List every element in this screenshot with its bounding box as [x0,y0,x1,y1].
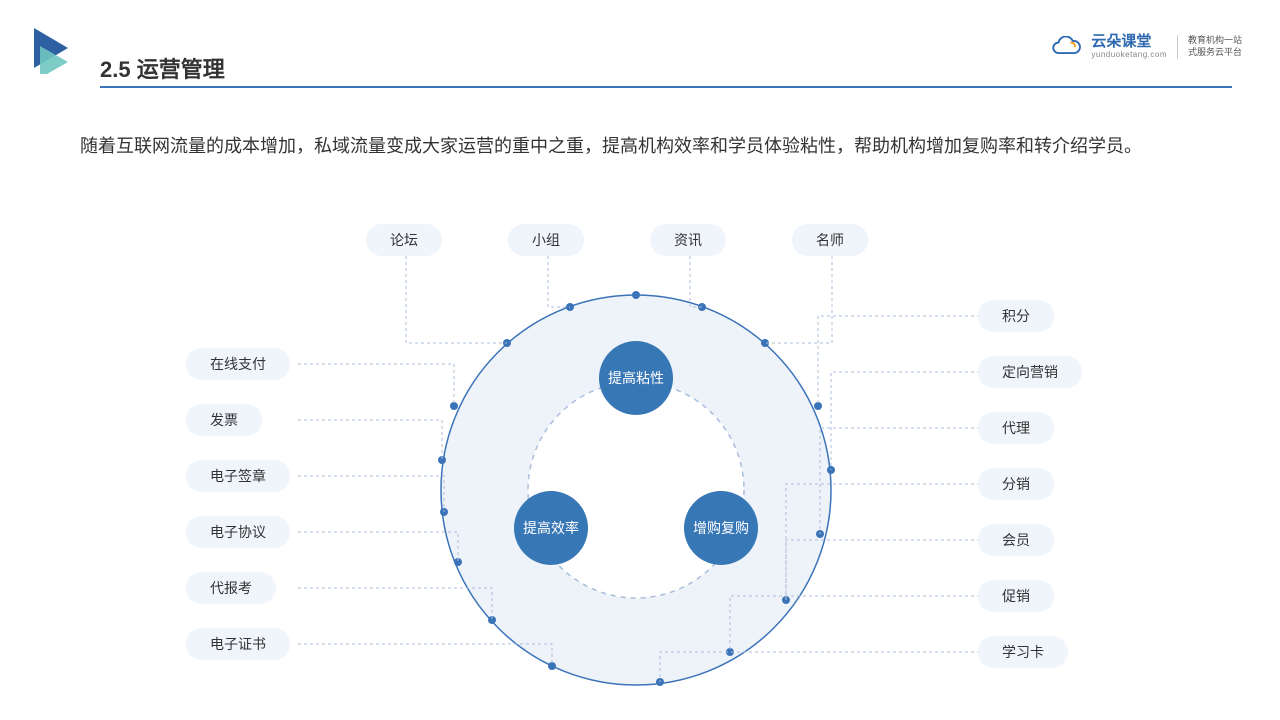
logo-main-text: 云朵课堂 [1091,34,1167,51]
section-title: 2.5 运营管理 [100,52,225,84]
body-paragraph: 随着互联网流量的成本增加，私域流量变成大家运营的重中之重，提高机构效率和学员体验… [80,128,1200,164]
pill-left-0: 在线支付 [186,348,290,380]
logo-side-text: 教育机构一站 式服务云平台 [1188,35,1242,58]
pill-top-3: 名师 [792,224,868,256]
pill-right-4: 会员 [978,524,1054,556]
pill-top-2: 资讯 [650,224,726,256]
pill-left-1: 发票 [186,404,262,436]
brand-logo: 云朵课堂 yunduoketang.com 教育机构一站 式服务云平台 [1051,34,1242,59]
cloud-icon [1051,36,1081,58]
section-title-text: 运营管理 [137,57,225,82]
pill-top-0: 论坛 [366,224,442,256]
pill-right-5: 促销 [978,580,1054,612]
operations-diagram: 论坛 小组 资讯 名师在线支付发票电子签章电子协议代报考电子证书 积分定向营销代理分销会… [0,200,1280,720]
pill-right-2: 代理 [978,412,1054,444]
pill-left-4: 代报考 [186,572,276,604]
hub-efficiency: 提高效率 [514,491,588,565]
hub-stickiness: 提高粘性 [599,341,673,415]
pill-top-1: 小组 [508,224,584,256]
pill-left-2: 电子签章 [186,460,290,492]
pill-right-3: 分销 [978,468,1054,500]
hub-repurchase: 增购复购 [684,491,758,565]
header-play-icon [34,28,78,79]
logo-divider [1177,35,1178,59]
pill-left-5: 电子证书 [186,628,290,660]
pill-right-0: 积分 [978,300,1054,332]
title-underline [100,86,1232,88]
logo-sub-text: yunduoketang.com [1091,51,1167,60]
pill-left-3: 电子协议 [186,516,290,548]
section-number: 2.5 [100,57,131,82]
pill-right-6: 学习卡 [978,636,1068,668]
pill-right-1: 定向营销 [978,356,1082,388]
